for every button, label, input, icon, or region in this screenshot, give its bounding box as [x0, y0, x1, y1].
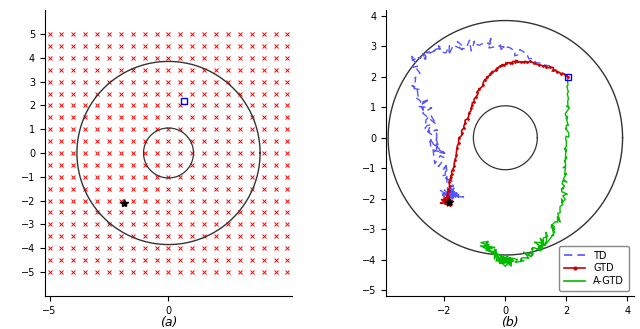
Text: (b): (b) [501, 316, 518, 329]
Legend: TD, GTD, A-GTD: TD, GTD, A-GTD [559, 246, 628, 291]
Text: (a): (a) [160, 316, 177, 329]
